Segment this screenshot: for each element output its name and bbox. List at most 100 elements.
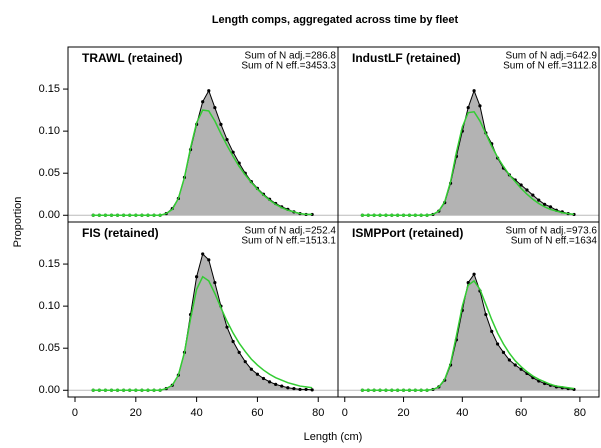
observed-point (207, 258, 211, 262)
observed-point (225, 325, 229, 329)
observed-area (362, 90, 575, 216)
panel-annotation: Sum of N adj.=286.8 (245, 51, 337, 62)
observed-point (286, 386, 290, 390)
expected-point (109, 388, 114, 392)
observed-point (525, 188, 529, 192)
expected-point (419, 213, 423, 217)
y-tick-label: 0.10 (39, 125, 60, 137)
observed-point (531, 193, 535, 197)
observed-point (466, 105, 470, 110)
observed-point (243, 360, 247, 364)
expected-point (396, 213, 400, 217)
observed-point (267, 380, 272, 384)
y-tick-label: 0.15 (39, 258, 60, 270)
expected-point (91, 388, 95, 392)
observed-point (207, 89, 211, 93)
expected-point (419, 388, 423, 392)
panel-annotation: Sum of N adj.=973.6 (506, 226, 598, 237)
expected-point (360, 388, 364, 392)
observed-point (519, 183, 523, 187)
expected-point (401, 213, 406, 217)
observed-point (543, 202, 547, 206)
panel-annotation: Sum of N eff.=1634 (511, 236, 598, 247)
expected-point (378, 213, 382, 217)
observed-point (304, 387, 308, 392)
observed-point (490, 329, 494, 333)
panel-title: ISMPPort (retained) (352, 226, 463, 240)
expected-point (158, 388, 162, 392)
expected-point (413, 213, 417, 217)
panel-title: FIS (retained) (82, 226, 159, 240)
expected-point (390, 388, 394, 392)
observed-point (548, 205, 553, 209)
y-tick-label: 0.10 (39, 300, 60, 312)
observed-point (292, 386, 296, 391)
expected-point (384, 388, 388, 392)
x-tick-label: 20 (130, 407, 142, 419)
x-tick-label: 20 (397, 407, 409, 419)
observed-point (495, 342, 500, 346)
expected-point (103, 388, 107, 392)
observed-point (255, 372, 260, 376)
expected-point (401, 388, 406, 392)
x-tick-label: 40 (190, 407, 202, 419)
expected-point (407, 388, 412, 392)
observed-point (213, 280, 217, 285)
panel-frame (337, 221, 600, 398)
observed-point (513, 363, 517, 367)
x-tick-label: 0 (342, 407, 348, 419)
observed-point (298, 387, 302, 392)
panel-title: IndustLF (retained) (352, 51, 461, 65)
observed-point (507, 358, 511, 362)
observed-point (466, 280, 470, 285)
expected-point (140, 213, 144, 217)
x-tick-label: 80 (574, 407, 586, 419)
observed-point (280, 384, 284, 388)
observed-point (231, 150, 235, 154)
observed-area (362, 274, 575, 391)
expected-point (122, 388, 126, 392)
observed-point (249, 367, 253, 371)
y-tick-label: 0.05 (39, 342, 60, 354)
expected-point (425, 213, 429, 217)
observed-point (213, 105, 217, 110)
observed-area (93, 253, 313, 391)
expected-point (384, 213, 388, 217)
expected-point (109, 213, 114, 217)
panel-annotation: Sum of N eff.=3453.3 (241, 61, 336, 72)
observed-point (310, 388, 314, 392)
observed-point (237, 350, 241, 355)
observed-point (195, 275, 199, 279)
expected-point (372, 388, 376, 392)
observed-point (501, 350, 506, 355)
expected-point (378, 388, 382, 392)
observed-point (519, 367, 523, 371)
panel-annotation: Sum of N adj.=642.9 (506, 51, 598, 62)
expected-point (103, 213, 107, 217)
x-tick-label: 80 (312, 407, 324, 419)
expected-point (128, 388, 132, 392)
expected-point (158, 213, 162, 217)
expected-point (396, 388, 400, 392)
expected-point (140, 388, 144, 392)
observed-point (274, 382, 278, 386)
observed-point (219, 122, 223, 127)
expected-point (372, 213, 376, 217)
expected-point (97, 213, 101, 217)
panel-annotation: Sum of N adj.=252.4 (245, 226, 337, 237)
observed-point (231, 339, 235, 344)
observed-point (225, 137, 229, 142)
observed-point (472, 272, 476, 276)
expected-point (91, 213, 95, 217)
expected-point (366, 213, 370, 217)
observed-point (472, 89, 476, 93)
expected-point (407, 213, 412, 217)
y-tick-label: 0.05 (39, 167, 60, 179)
y-axis-label: Proportion (12, 197, 24, 248)
observed-point (484, 312, 488, 317)
expected-point (413, 388, 417, 392)
expected-point (390, 213, 394, 217)
x-tick-label: 60 (251, 407, 263, 419)
panel-annotation: Sum of N eff.=3112.8 (503, 61, 597, 72)
